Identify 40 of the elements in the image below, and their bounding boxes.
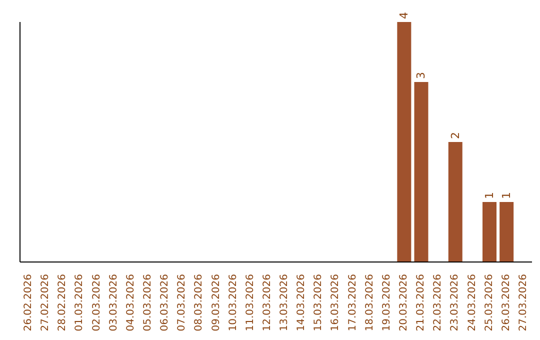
x-tick-label: 13.03.2026 <box>279 274 290 332</box>
x-tick-label: 01.03.2026 <box>74 274 86 332</box>
x-tick-label: 05.03.2026 <box>142 274 154 332</box>
x-tick-label: 15.03.2026 <box>313 274 324 332</box>
x-tick-label: 26.02.2026 <box>23 274 34 332</box>
x-tick-label: 17.03.2026 <box>347 274 358 332</box>
x-tick-label: 10.03.2026 <box>228 274 239 332</box>
data-label: 2 <box>448 132 462 139</box>
bar <box>397 22 412 262</box>
x-tick-label: 23.03.2026 <box>450 274 461 332</box>
data-label: 1 <box>500 192 514 199</box>
x-tick-label: 04.03.2026 <box>125 274 136 332</box>
data-label: 1 <box>483 192 496 199</box>
x-tick-label: 14.03.2026 <box>296 274 308 332</box>
x-tick-label: 16.03.2026 <box>330 274 342 332</box>
x-tick-label: 24.03.2026 <box>466 274 478 332</box>
x-tick-label: 12.03.2026 <box>262 274 273 332</box>
x-tick-label: 25.03.2026 <box>484 274 495 332</box>
x-tick-label: 28.02.2026 <box>57 274 68 332</box>
data-label: 3 <box>414 72 428 79</box>
x-tick-label: 09.03.2026 <box>210 274 222 332</box>
x-tick-label: 03.03.2026 <box>108 274 120 332</box>
x-tick-label: 27.02.2026 <box>40 274 52 332</box>
data-label: 4 <box>398 12 411 19</box>
bar <box>414 82 428 262</box>
x-tick-label: 18.03.2026 <box>364 274 376 332</box>
x-tick-label: 02.03.2026 <box>91 274 102 332</box>
x-tick-label: 06.03.2026 <box>160 274 171 332</box>
x-tick-label: 11.03.2026 <box>244 274 256 332</box>
x-tick-label: 19.03.2026 <box>381 274 392 332</box>
bar <box>448 142 462 262</box>
x-tick-label: 26.03.2026 <box>500 274 512 332</box>
x-tick-label: 07.03.2026 <box>176 274 188 332</box>
x-tick-label: 27.03.2026 <box>518 274 529 332</box>
x-tick-label: 08.03.2026 <box>194 274 205 332</box>
bar <box>500 202 514 262</box>
bar <box>482 202 497 262</box>
x-tick-label: 22.03.2026 <box>432 274 444 332</box>
x-tick-label: 20.03.2026 <box>398 274 410 332</box>
x-tick-label: 21.03.2026 <box>416 274 427 332</box>
